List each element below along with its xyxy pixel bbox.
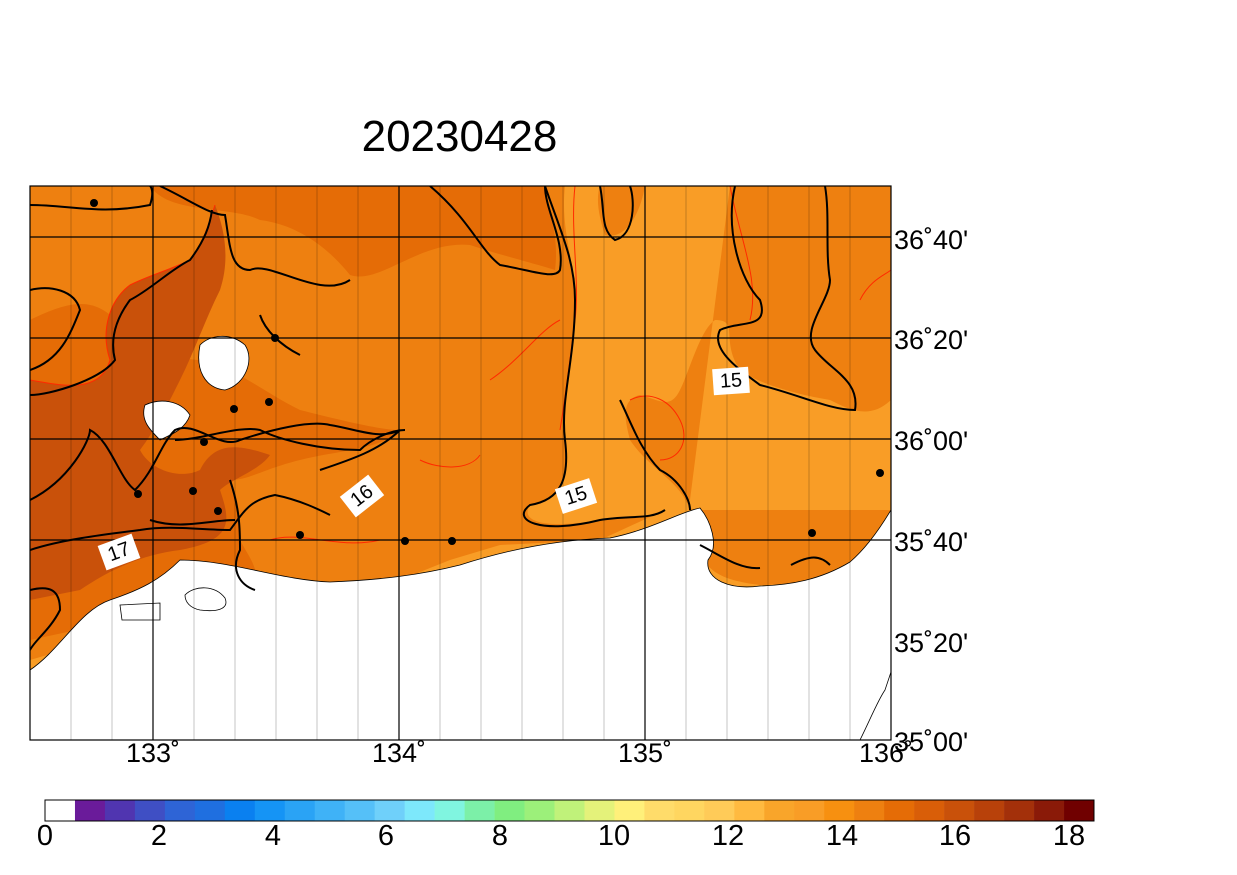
colorbar-tick-label: 16 xyxy=(938,820,972,852)
minor-graticule xyxy=(70,186,851,740)
colorbar-swatch xyxy=(974,800,1005,821)
map-fields: 15 15 16 17 xyxy=(30,186,891,740)
colorbar-tick-label: 12 xyxy=(711,820,745,852)
island-harbor xyxy=(119,602,161,621)
colorbar xyxy=(44,799,1095,822)
colorbar-swatch xyxy=(224,800,256,821)
colorbar-swatch xyxy=(194,800,226,821)
lat-label-36-00: 36˚00' xyxy=(894,426,969,456)
colorbar-swatch xyxy=(1034,800,1065,821)
colorbar-swatch xyxy=(824,800,855,821)
sea-area xyxy=(30,507,891,740)
colorbar-swatch xyxy=(494,800,525,821)
colorbar-swatch xyxy=(674,800,705,821)
island-oki xyxy=(198,335,250,391)
station-marker xyxy=(808,529,816,537)
contour-label-15b: 15 xyxy=(554,478,598,514)
colorbar-swatch xyxy=(704,800,735,821)
colorbar-swatch xyxy=(764,800,795,821)
station-marker xyxy=(876,469,884,477)
colorbar-swatch xyxy=(734,800,765,821)
contour-label-15a: 15 xyxy=(712,366,750,396)
colorbar-frame xyxy=(44,799,1095,822)
lat-label-36-20: 36˚20' xyxy=(894,325,969,355)
lat-label-35-40: 35˚40' xyxy=(894,527,969,557)
colorbar-swatch xyxy=(404,800,435,821)
map-frame xyxy=(29,185,892,741)
colorbar-swatch xyxy=(554,800,585,821)
station-marker xyxy=(296,531,304,539)
colorbar-tick-label: 14 xyxy=(825,820,859,852)
colorbar-swatch xyxy=(464,800,495,821)
station-marker xyxy=(230,405,238,413)
station-marker xyxy=(200,438,208,446)
colorbar-swatch xyxy=(45,800,76,821)
map-title: 20230428 xyxy=(361,112,558,161)
station-marker xyxy=(90,199,98,207)
station-marker xyxy=(214,507,222,515)
colorbar-swatch xyxy=(794,800,825,821)
colorbar-tick-label: 6 xyxy=(377,820,395,852)
lake-outline xyxy=(184,587,227,612)
island-small xyxy=(143,400,191,441)
field-15-16-east xyxy=(625,186,891,585)
colorbar-swatch xyxy=(914,800,945,821)
field-17-18 xyxy=(30,205,270,600)
colorbar-swatch xyxy=(74,800,106,821)
colorbar-tick-label: 0 xyxy=(36,820,54,852)
colorbar-swatch xyxy=(1064,800,1095,821)
lon-label-135: 135˚ xyxy=(617,738,673,768)
lat-label-35-20: 35˚20' xyxy=(894,628,969,658)
lat-label-35-00: 35˚00' xyxy=(894,727,969,757)
colorbar-swatch xyxy=(614,800,645,821)
peninsula-east xyxy=(859,671,891,740)
colorbar-swatch xyxy=(374,800,405,821)
graticule xyxy=(30,186,891,740)
station-markers xyxy=(90,199,884,545)
colorbar-swatch xyxy=(284,800,316,821)
colorbar-swatch xyxy=(134,800,166,821)
colorbar-tick-label: 10 xyxy=(597,820,631,852)
colorbar-swatch xyxy=(524,800,555,821)
station-marker xyxy=(134,490,142,498)
svg-text:15: 15 xyxy=(719,369,743,392)
colorbar-swatch xyxy=(254,800,286,821)
colorbar-swatch xyxy=(434,800,465,821)
lon-label-134: 134˚ xyxy=(371,738,427,768)
contour-label-17: 17 xyxy=(97,533,141,571)
station-marker xyxy=(448,537,456,545)
colorbar-swatch xyxy=(884,800,915,821)
colorbar-tick-label: 8 xyxy=(491,820,509,852)
colorbar-swatch xyxy=(944,800,975,821)
colorbar-swatch xyxy=(104,800,136,821)
lon-label-133: 133˚ xyxy=(125,738,181,768)
colorbar-tick-label: 4 xyxy=(264,820,282,852)
lon-label-136: 136˚ xyxy=(858,738,914,768)
station-marker xyxy=(265,398,273,406)
colorbar-swatch xyxy=(314,800,346,821)
colorbar-tick-label: 18 xyxy=(1052,820,1086,852)
colorbar-tick-label: 2 xyxy=(150,820,168,852)
station-marker xyxy=(401,537,409,545)
station-marker xyxy=(189,487,197,495)
colorbar-swatch xyxy=(164,800,196,821)
colorbar-swatch xyxy=(1004,800,1035,821)
colorbar-swatch xyxy=(854,800,885,821)
colorbar-swatch xyxy=(644,800,675,821)
colorbar-swatch xyxy=(344,800,375,821)
lat-label-36-40: 36˚40' xyxy=(894,225,969,255)
colorbar-swatch xyxy=(584,800,615,821)
station-marker xyxy=(271,334,279,342)
